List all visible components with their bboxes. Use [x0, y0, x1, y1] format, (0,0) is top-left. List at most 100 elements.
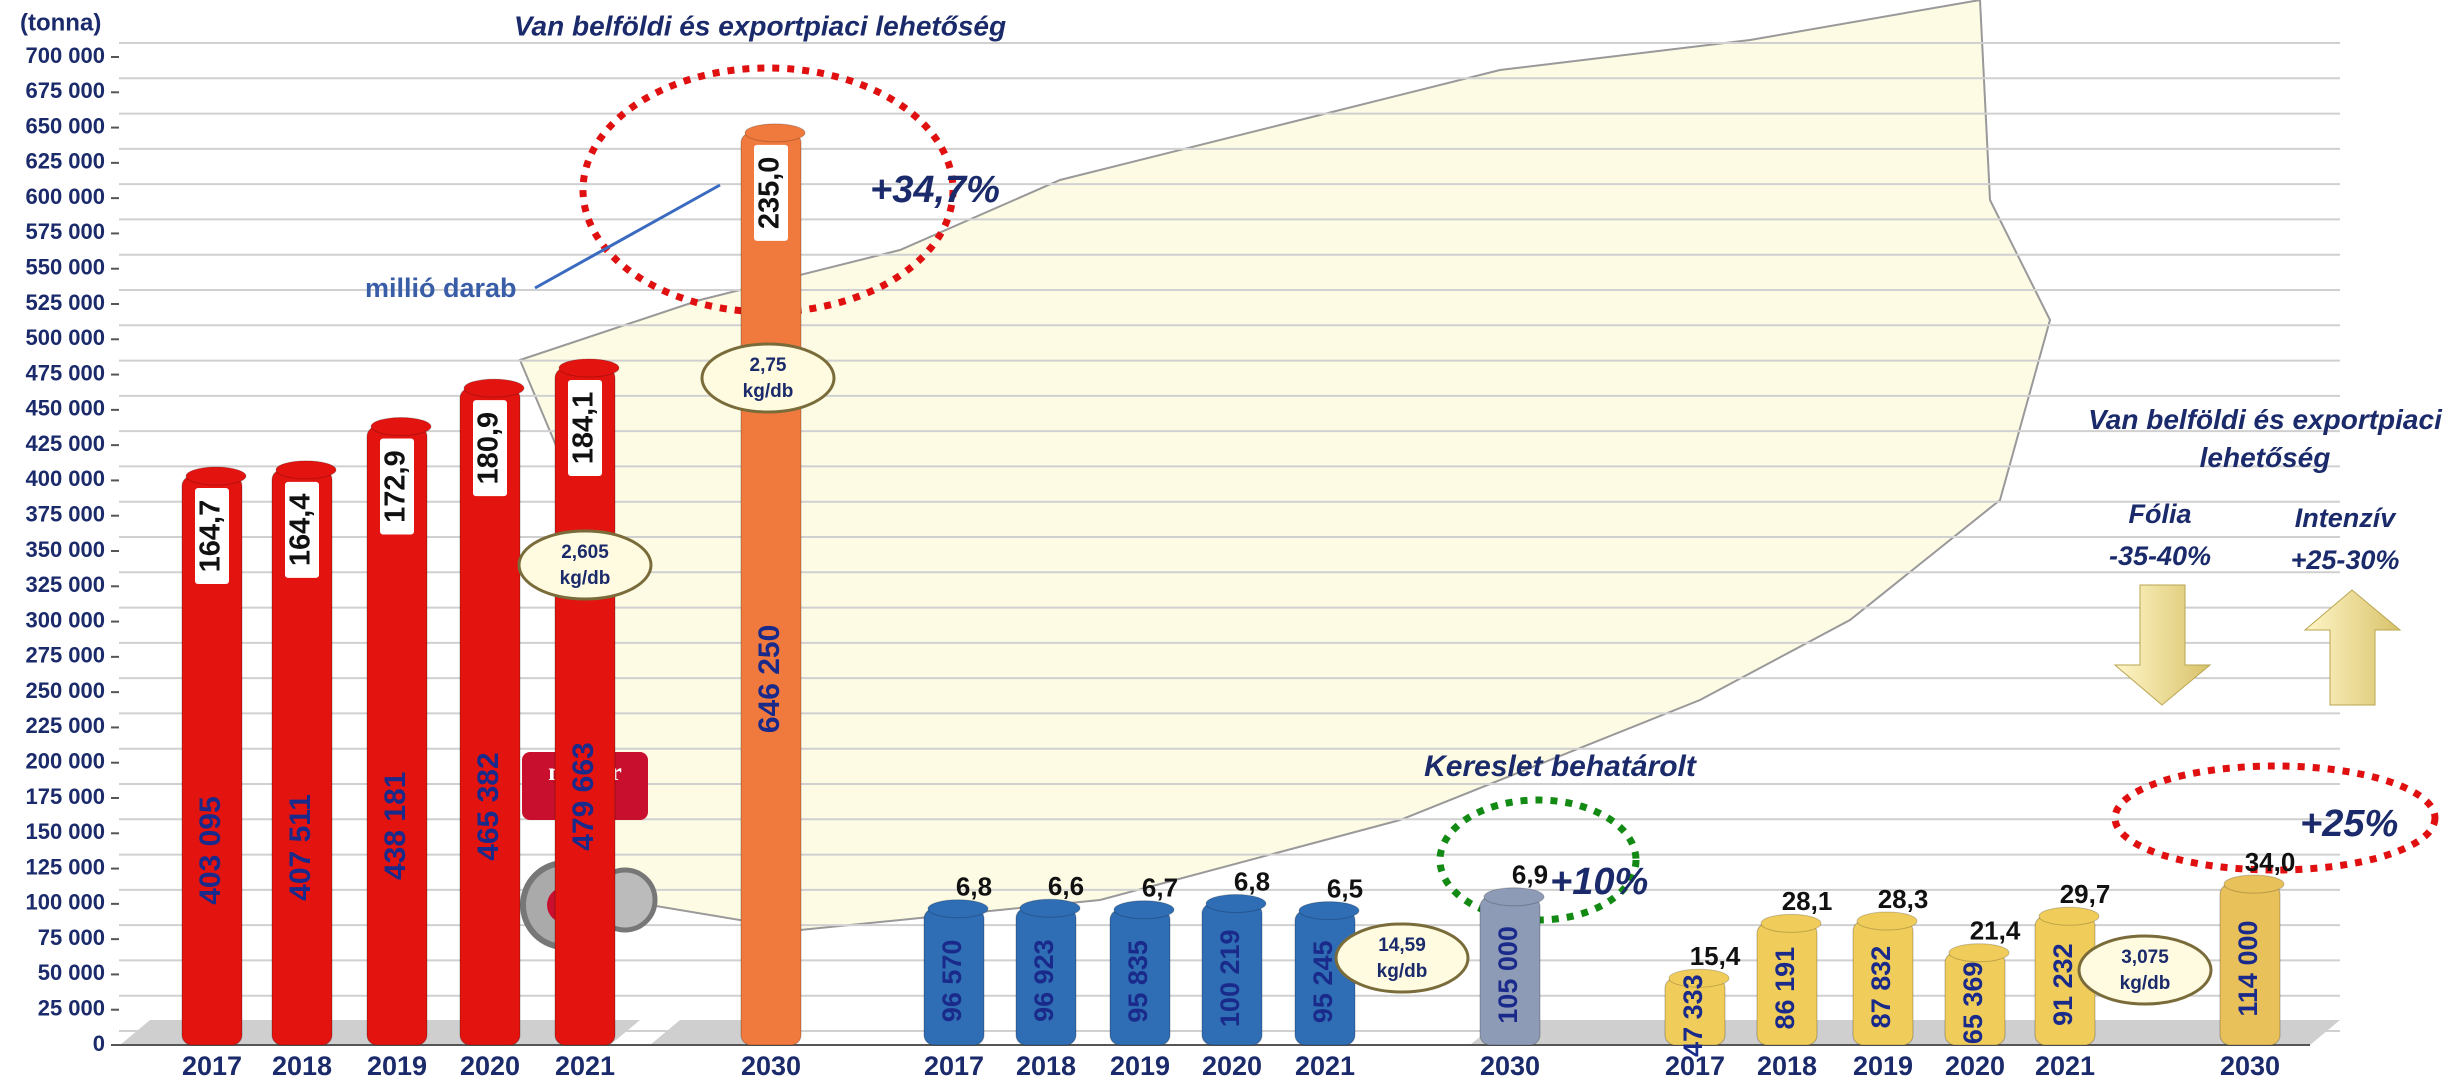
bar-top	[2039, 907, 2099, 925]
badge-text: 2,605	[561, 542, 609, 563]
x-tick-label: 2019	[367, 1051, 427, 1081]
y-tick-label: 375 000	[25, 502, 105, 527]
bar-top	[371, 418, 431, 436]
count-label: 28,1	[1782, 886, 1833, 916]
bar-top	[928, 900, 988, 918]
count-label: 6,8	[956, 872, 992, 902]
y-tick-label: 425 000	[25, 431, 105, 456]
y-tick-label: 275 000	[25, 643, 105, 668]
annotation: +25%	[2300, 803, 2398, 845]
annotation: Van belföldi és exportpiaci lehetőség	[514, 10, 1006, 41]
badge-text: kg/db	[560, 568, 611, 589]
y-axis-label: (tonna)	[20, 9, 101, 36]
value-label: 86 191	[1770, 947, 1800, 1030]
value-label: 96 923	[1029, 939, 1059, 1022]
badge-text: kg/db	[2120, 973, 2171, 994]
y-tick-label: 400 000	[25, 466, 105, 491]
value-label: 87 832	[1866, 946, 1896, 1029]
annotation: Fólia-35-40%	[2109, 499, 2211, 571]
bar-top	[1949, 944, 2009, 962]
count-label: 29,7	[2060, 879, 2111, 909]
x-tick-label: 2021	[1295, 1051, 1355, 1081]
x-tick-label: 2020	[460, 1051, 520, 1081]
badge-text: kg/db	[743, 381, 794, 402]
y-tick-label: 525 000	[25, 290, 105, 315]
x-tick-label: 2020	[1202, 1051, 1262, 1081]
y-tick-label: 550 000	[25, 255, 105, 280]
count-label: 164,7	[195, 500, 227, 573]
y-tick-label: 100 000	[25, 890, 105, 915]
y-tick-label: 125 000	[25, 854, 105, 879]
bar-top	[1857, 912, 1917, 930]
weight-badge: 2,605 kg/db	[519, 531, 651, 599]
bar-top	[276, 461, 336, 479]
chart: (tonna) Van belföldi és exportpiaci lehe…	[0, 0, 2456, 1081]
annotation: millió darab	[365, 273, 517, 303]
annotation: Kereslet behatárolt	[1424, 750, 1698, 783]
annotation: +34,7%	[870, 169, 1000, 211]
value-label: 65 369	[1958, 962, 1988, 1045]
bar-top	[1299, 902, 1359, 920]
count-label: 15,4	[1690, 941, 1741, 971]
count-label: 34,0	[2245, 847, 2296, 877]
value-label: 91 232	[2048, 943, 2078, 1026]
x-tick-label: 2017	[924, 1051, 984, 1081]
arrow-down	[2115, 585, 2210, 705]
value-label: 438 181	[379, 772, 412, 880]
y-tick-label: 300 000	[25, 607, 105, 632]
bar-top	[1114, 901, 1174, 919]
y-tick-label: 200 000	[25, 749, 105, 774]
x-tick-label: 2030	[2220, 1051, 2280, 1081]
x-tick-label: 2017	[182, 1051, 242, 1081]
y-tick-label: 50 000	[38, 960, 105, 985]
y-tick-label: 75 000	[38, 925, 105, 950]
count-label: 184,1	[568, 392, 600, 465]
x-tick-label: 2019	[1110, 1051, 1170, 1081]
value-label: 407 511	[284, 794, 317, 901]
y-tick-label: 475 000	[25, 360, 105, 385]
bar	[741, 133, 801, 1045]
y-tick-label: 225 000	[25, 713, 105, 738]
bar-top	[464, 379, 524, 397]
y-tick-label: 625 000	[25, 149, 105, 174]
value-label: 403 095	[194, 796, 227, 904]
y-tick-label: 325 000	[25, 572, 105, 597]
x-tick-label: 2019	[1853, 1051, 1913, 1081]
value-label: 105 000	[1493, 926, 1523, 1024]
x-tick-label: 2018	[272, 1051, 332, 1081]
bar-top	[1761, 914, 1821, 932]
bar-top	[1020, 899, 1080, 917]
y-tick-label: 175 000	[25, 784, 105, 809]
bar-top	[1206, 895, 1266, 913]
annotation: +10%	[1550, 861, 1648, 903]
x-tick-label: 2030	[741, 1051, 801, 1081]
value-label: 96 570	[937, 940, 967, 1023]
count-label: 28,3	[1878, 884, 1929, 914]
count-label: 21,4	[1970, 916, 2021, 946]
annotation: Intenzív+25-30%	[2291, 503, 2400, 575]
bar-top	[745, 124, 805, 142]
value-label: 47 333	[1678, 974, 1708, 1057]
x-tick-label: 2020	[1945, 1051, 2005, 1081]
x-tick-label: 2021	[2035, 1051, 2095, 1081]
count-label: 6,8	[1234, 866, 1270, 896]
x-tick-label: 2030	[1480, 1051, 1540, 1081]
y-tick-label: 675 000	[25, 78, 105, 103]
count-label: 6,5	[1327, 873, 1363, 903]
y-tick-label: 500 000	[25, 325, 105, 350]
value-label: 114 000	[2233, 920, 2263, 1016]
badge-text: kg/db	[1377, 961, 1428, 982]
count-label: 164,4	[285, 494, 317, 567]
y-tick-label: 150 000	[25, 819, 105, 844]
value-label: 646 250	[753, 625, 786, 733]
y-tick-label: 0	[93, 1031, 105, 1056]
value-label: 95 245	[1308, 940, 1338, 1023]
bar-top	[1484, 888, 1544, 906]
value-label: 95 835	[1123, 940, 1153, 1023]
y-tick-label: 650 000	[25, 113, 105, 138]
bar-top	[559, 359, 619, 377]
count-label: 235,0	[754, 157, 786, 230]
count-label: 6,7	[1142, 873, 1178, 903]
